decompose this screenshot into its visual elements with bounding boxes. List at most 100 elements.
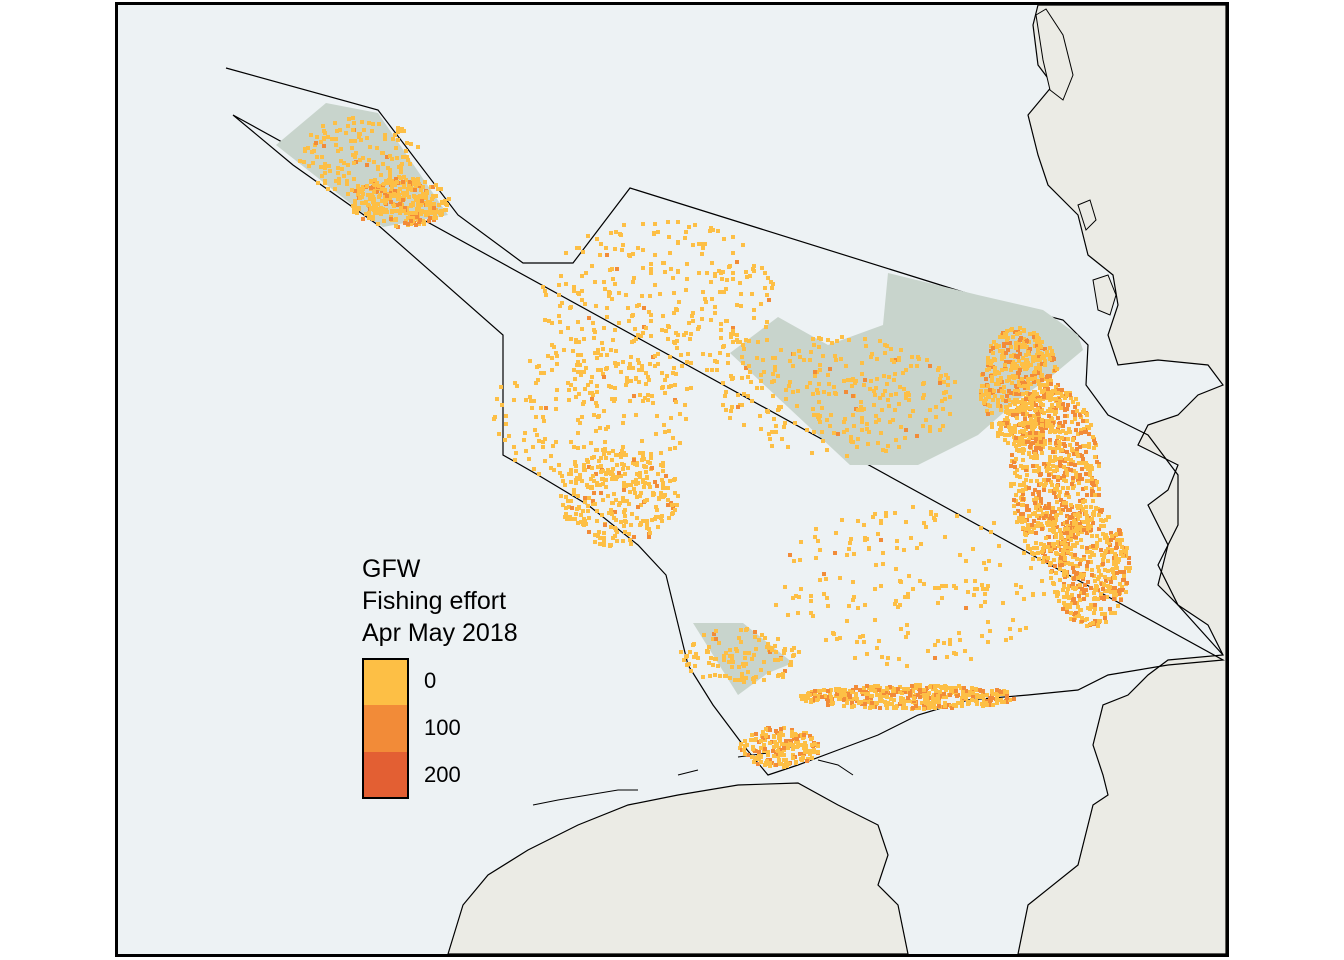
effort-cell (1048, 346, 1052, 350)
effort-cell (792, 559, 796, 563)
effort-cell (634, 478, 638, 482)
effort-cell (1019, 405, 1023, 409)
effort-cell (1044, 536, 1048, 540)
effort-cell (1073, 417, 1077, 421)
effort-cell (687, 662, 691, 666)
effort-cell (580, 479, 584, 483)
effort-cell (773, 740, 777, 744)
effort-cell (773, 368, 777, 372)
effort-cell (1120, 585, 1124, 589)
effort-cell (922, 688, 926, 692)
effort-cell (853, 656, 857, 660)
effort-cell (813, 689, 817, 693)
effort-cell (522, 438, 526, 442)
effort-cell (1008, 698, 1012, 702)
effort-cell (1092, 597, 1096, 601)
effort-cell (889, 393, 893, 397)
effort-cell (814, 556, 818, 560)
effort-cell (1025, 345, 1029, 349)
effort-cell (1063, 539, 1067, 543)
effort-cell (1034, 366, 1038, 370)
effort-cell (742, 748, 746, 752)
effort-cell (603, 523, 607, 527)
effort-cell (821, 439, 825, 443)
effort-cell (649, 267, 653, 271)
effort-cell (691, 243, 695, 247)
effort-cell (564, 512, 568, 516)
effort-cell (694, 652, 698, 656)
effort-cell (602, 280, 606, 284)
effort-cell (828, 424, 832, 428)
effort-cell (617, 471, 621, 475)
effort-cell (1053, 564, 1057, 568)
effort-cell (720, 277, 724, 281)
effort-cell (1078, 504, 1082, 508)
effort-cell (1063, 396, 1067, 400)
effort-cell (747, 651, 751, 655)
effort-cell (685, 277, 689, 281)
effort-cell (554, 407, 558, 411)
effort-cell (961, 690, 965, 694)
effort-cell (1053, 510, 1057, 514)
effort-cell (782, 746, 786, 750)
effort-cell (865, 422, 869, 426)
effort-cell (1021, 356, 1025, 360)
effort-cell (1065, 520, 1069, 524)
effort-cell (914, 686, 918, 690)
effort-cell (687, 225, 691, 229)
effort-cell (334, 143, 338, 147)
effort-cell (674, 331, 678, 335)
effort-cell (596, 348, 600, 352)
effort-cell (605, 353, 609, 357)
effort-cell (370, 193, 374, 197)
effort-cell (697, 242, 701, 246)
effort-cell (1015, 416, 1019, 420)
effort-cell (877, 418, 881, 422)
effort-cell (607, 294, 611, 298)
effort-cell (1045, 375, 1049, 379)
effort-cell (797, 595, 801, 599)
effort-cell (396, 126, 400, 130)
effort-cell (607, 290, 611, 294)
effort-cell (934, 689, 938, 693)
effort-cell (358, 190, 362, 194)
effort-cell (1002, 342, 1006, 346)
legend-keys: 0 100 200 (362, 658, 518, 799)
effort-cell (1021, 526, 1025, 530)
effort-cell (550, 356, 554, 360)
effort-cell (431, 185, 435, 189)
effort-cell (754, 675, 758, 679)
effort-cell (590, 397, 594, 401)
effort-cell (1048, 455, 1052, 459)
effort-cell (1110, 534, 1114, 538)
effort-cell (659, 491, 663, 495)
effort-cell (705, 650, 709, 654)
effort-cell (678, 412, 682, 416)
effort-cell (1047, 462, 1051, 466)
effort-cell (1089, 560, 1093, 564)
effort-cell (669, 384, 673, 388)
study-area-outline (225, 67, 1226, 776)
effort-cell (631, 366, 635, 370)
effort-cell (1003, 363, 1007, 367)
effort-cell (1015, 413, 1019, 417)
effort-cell (527, 457, 531, 461)
effort-cell (1088, 518, 1092, 522)
effort-cell (1045, 469, 1049, 473)
effort-cell (933, 643, 937, 647)
effort-cell (1087, 526, 1091, 530)
effort-cell (995, 701, 999, 705)
effort-cell (636, 246, 640, 250)
effort-cell (653, 222, 657, 226)
effort-cell (1027, 396, 1031, 400)
effort-cell (644, 326, 648, 330)
effort-cell (862, 686, 866, 690)
effort-cell (830, 341, 834, 345)
effort-cell (613, 386, 617, 390)
effort-cell (611, 338, 615, 342)
effort-cell (342, 174, 346, 178)
effort-cell (918, 684, 922, 688)
effort-cell (729, 335, 733, 339)
effort-cell (365, 163, 369, 167)
effort-cell (714, 637, 718, 641)
